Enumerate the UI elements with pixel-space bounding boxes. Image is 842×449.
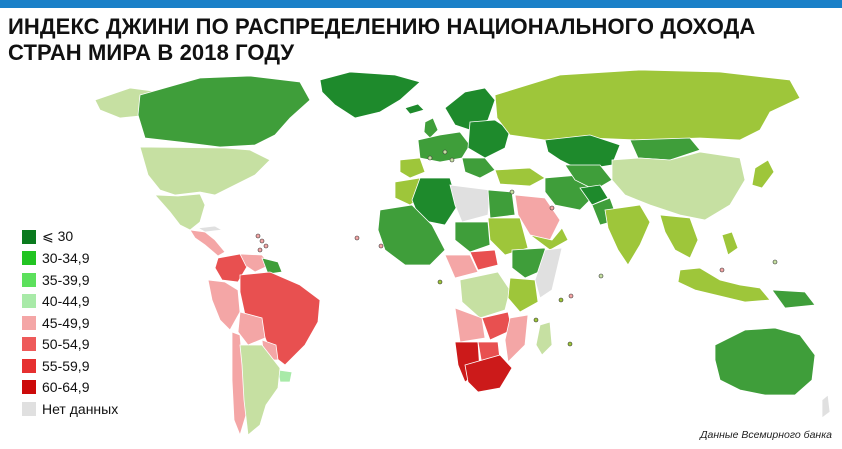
page-title: ИНДЕКС ДЖИНИ ПО РАСПРЕДЕЛЕНИЮ НАЦИОНАЛЬН… (8, 14, 756, 65)
country-scandinavia (444, 87, 496, 131)
country-east-africa (507, 277, 539, 313)
source-note: Данные Всемирного банка (700, 429, 832, 441)
legend-item: 35-39,9 (22, 269, 182, 291)
island-markers (255, 149, 778, 347)
legend-item: 30-34,9 (22, 248, 182, 270)
country-chad (454, 221, 491, 253)
country-turkey-caucasus (494, 167, 546, 187)
legend-item: 45-49,9 (22, 312, 182, 334)
country-canada (137, 75, 311, 148)
country-brazil (239, 271, 321, 366)
country-philippines (721, 231, 739, 256)
world-map (94, 70, 831, 437)
legend-swatch (22, 337, 36, 352)
top-accent-bar (0, 0, 842, 8)
legend-swatch (22, 358, 36, 373)
legend-swatch (22, 272, 36, 287)
country-indonesia (677, 267, 771, 303)
legend-label: 45-49,9 (42, 314, 90, 331)
legend-swatch (22, 251, 36, 266)
country-mozambique (504, 314, 529, 363)
country-balkans (461, 157, 496, 179)
country-india (604, 204, 651, 266)
legend-item: Нет данных (22, 398, 182, 420)
legend-label: 30-34,9 (42, 250, 90, 267)
country-iberia (399, 157, 426, 179)
country-libya-egypt (449, 184, 491, 223)
country-chile (231, 331, 247, 437)
country-greenland (319, 71, 421, 119)
legend-swatch (22, 380, 36, 395)
country-australia (714, 327, 816, 396)
legend-swatch (22, 315, 36, 330)
country-new-zealand (821, 394, 831, 419)
country-uk (423, 117, 439, 139)
country-mongolia (629, 137, 701, 161)
country-eastern-europe (467, 119, 511, 159)
country-yemen-oman (529, 227, 569, 251)
country-ecuador-peru (207, 279, 241, 331)
legend-item: ⩽ 30 (22, 226, 182, 248)
country-western-europe (417, 131, 471, 163)
country-argentina (239, 344, 281, 436)
legend-item: 60-64,9 (22, 377, 182, 399)
country-china (611, 151, 746, 221)
legend-label: 55-59,9 (42, 357, 90, 374)
country-bolivia (237, 311, 266, 346)
country-somalia (534, 247, 563, 299)
country-mexico (154, 193, 206, 231)
country-papua (771, 289, 816, 309)
legend-label: ⩽ 30 (42, 228, 74, 245)
country-uruguay (277, 369, 293, 383)
legend-label: 60-64,9 (42, 379, 90, 396)
map-legend: ⩽ 30 30-34,9 35-39,9 40-44,9 45-49,9 50-… (22, 226, 182, 420)
country-west-central (444, 254, 479, 279)
country-south-africa (464, 354, 513, 393)
legend-item: 50-54,9 (22, 334, 182, 356)
legend-label: 50-54,9 (42, 336, 90, 353)
country-cuba (196, 225, 224, 233)
country-central-african (469, 249, 499, 271)
country-usa (139, 146, 271, 196)
legend-label: 35-39,9 (42, 271, 90, 288)
legend-label: Нет данных (42, 400, 119, 417)
country-russia (494, 70, 801, 141)
country-egypt (487, 189, 516, 219)
country-japan (751, 159, 775, 189)
country-algeria (411, 177, 459, 226)
legend-swatch (22, 229, 36, 244)
legend-swatch (22, 401, 36, 416)
country-southeast-asia (659, 214, 699, 259)
country-guyana-region (261, 257, 283, 275)
legend-swatch (22, 294, 36, 309)
country-central-asia (564, 164, 613, 191)
country-drc (459, 271, 511, 319)
country-west-africa (377, 204, 446, 266)
country-iceland (404, 103, 425, 115)
country-afghanistan (579, 184, 609, 206)
country-central-america (189, 229, 226, 257)
legend-item: 40-44,9 (22, 291, 182, 313)
country-madagascar (535, 321, 553, 356)
country-angola (454, 307, 486, 343)
legend-label: 40-44,9 (42, 293, 90, 310)
legend-item: 55-59,9 (22, 355, 182, 377)
